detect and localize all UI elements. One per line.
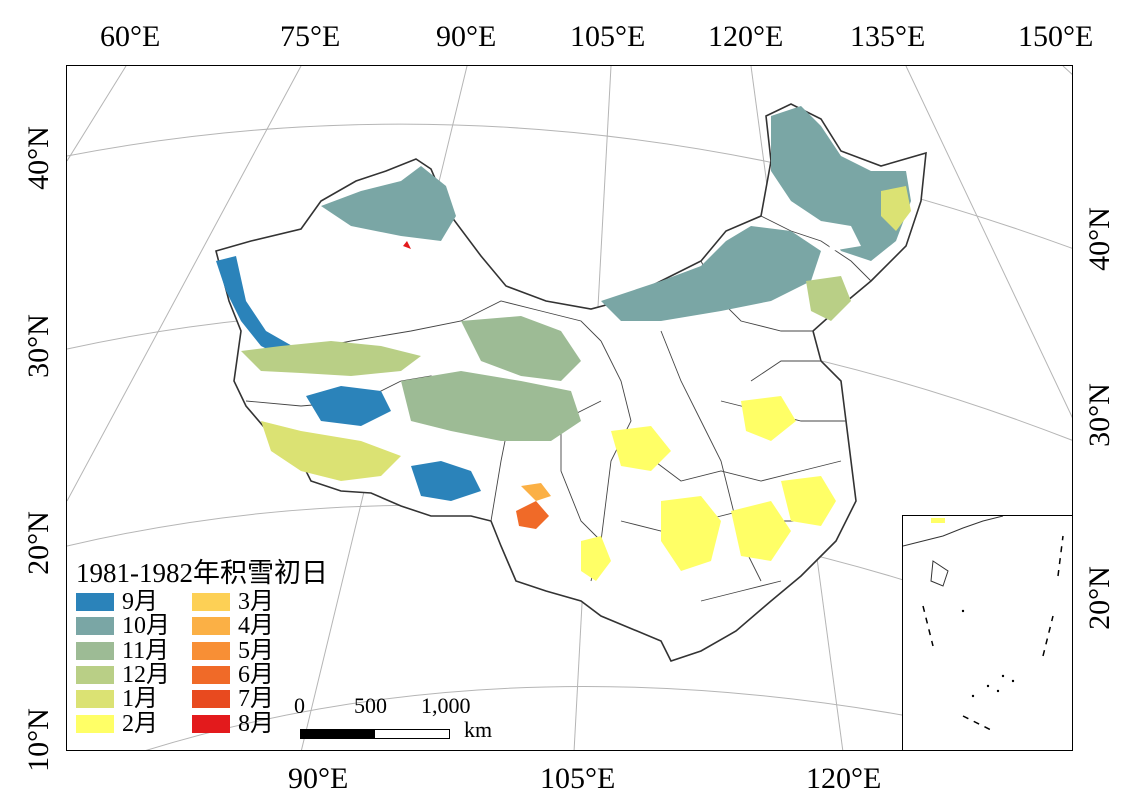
- lon-label: 60°E: [100, 20, 161, 53]
- lat-label: 30°N: [21, 314, 55, 378]
- inset-islands: [961, 609, 1015, 698]
- lat-label: 20°N: [1082, 566, 1116, 630]
- legend-label: 3月: [238, 589, 274, 615]
- lat-label: 10°N: [21, 708, 55, 772]
- legend-swatch: [192, 593, 230, 611]
- legend-label: 8月: [238, 710, 274, 737]
- legend-label: 6月: [238, 661, 274, 688]
- legend-item: 7月: [192, 686, 274, 713]
- legend-item: 10月: [76, 613, 170, 640]
- legend-swatch: [76, 617, 114, 636]
- scale-unit: km: [464, 717, 493, 742]
- legend-swatch: [76, 665, 114, 684]
- legend-item: 3月: [192, 589, 274, 615]
- scale-tick-label: 500: [354, 693, 387, 718]
- lon-label: 105°E: [570, 20, 646, 53]
- lon-label: 135°E: [850, 20, 926, 53]
- legend-swatch: [192, 641, 230, 660]
- scale-bar-black: [300, 729, 376, 739]
- legend-item: 12月: [76, 661, 170, 688]
- legend-item: 8月: [192, 710, 274, 737]
- lon-label: 75°E: [280, 20, 341, 53]
- legend-item: 4月: [192, 613, 274, 640]
- lon-label: 120°E: [708, 20, 784, 53]
- legend-label: 1月: [122, 686, 158, 713]
- legend-swatch: [76, 690, 114, 709]
- snow-onset-raster: [216, 106, 911, 581]
- lat-label: 20°N: [21, 511, 55, 575]
- legend-label: 7月: [238, 686, 274, 713]
- legend-swatch: [192, 617, 230, 636]
- scale-tick-label: 1,000: [421, 693, 471, 718]
- legend-label: 11月: [122, 637, 170, 664]
- scale-tick-label: 0: [294, 693, 305, 718]
- legend-item: 11月: [76, 637, 170, 664]
- lat-label: 40°N: [1082, 207, 1116, 271]
- scale-bar-white: [374, 729, 450, 739]
- legend-swatch: [192, 665, 230, 684]
- legend-swatch: [192, 714, 230, 733]
- legend-swatch: [76, 641, 114, 660]
- inset-canvas: [903, 516, 1064, 732]
- legend-item: 9月: [76, 589, 158, 615]
- legend-label: 9月: [122, 589, 158, 615]
- legend-title: 1981-1982年积雪初日: [76, 558, 328, 588]
- lat-label: 40°N: [21, 126, 55, 190]
- legend-swatch: [76, 714, 114, 733]
- legend-swatch: [192, 690, 230, 709]
- legend-label: 4月: [238, 613, 274, 640]
- legend-swatch: [76, 593, 114, 611]
- legend-label: 12月: [122, 661, 170, 688]
- legend-item: 1月: [76, 686, 158, 713]
- lon-label: 90°E: [436, 20, 497, 53]
- lon-label: 90°E: [288, 762, 349, 795]
- legend-label: 2月: [122, 710, 158, 737]
- south-china-sea-inset: [902, 515, 1073, 751]
- legend-item: 2月: [76, 710, 158, 737]
- legend-item: 5月: [192, 637, 274, 664]
- legend-item: 6月: [192, 661, 274, 688]
- lat-label: 30°N: [1082, 383, 1116, 447]
- legend-label: 5月: [238, 637, 274, 664]
- inset-snow-patch: [931, 518, 945, 523]
- legend-label: 10月: [122, 613, 170, 640]
- map-canvas: [67, 66, 1072, 750]
- lon-label: 150°E: [1018, 20, 1094, 53]
- lon-label: 105°E: [540, 762, 616, 795]
- lon-label: 120°E: [806, 762, 882, 795]
